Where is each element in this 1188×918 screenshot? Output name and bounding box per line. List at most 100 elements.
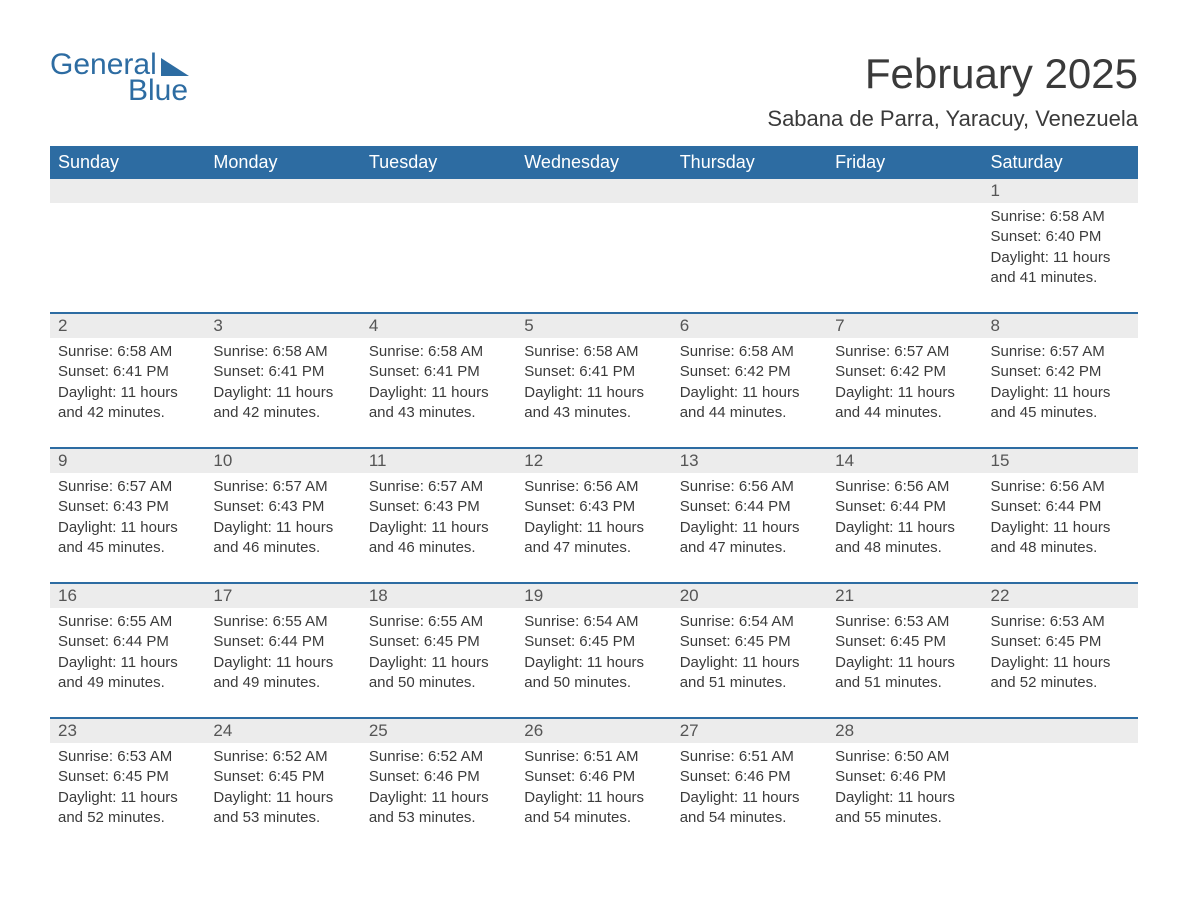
day-number-row: 1 <box>50 179 1138 203</box>
daylight-text: Daylight: 11 hours and 53 minutes. <box>369 788 508 829</box>
sunrise-text: Sunrise: 6:57 AM <box>213 477 352 497</box>
daylight-text: Daylight: 11 hours and 41 minutes. <box>991 248 1130 289</box>
daylight-text: Daylight: 11 hours and 53 minutes. <box>213 788 352 829</box>
day-number-cell: 12 <box>516 448 671 473</box>
day-content-cell: Sunrise: 6:54 AMSunset: 6:45 PMDaylight:… <box>516 608 671 718</box>
day-number-cell: 11 <box>361 448 516 473</box>
daylight-text: Daylight: 11 hours and 54 minutes. <box>680 788 819 829</box>
day-content-cell: Sunrise: 6:53 AMSunset: 6:45 PMDaylight:… <box>983 608 1138 718</box>
sunset-text: Sunset: 6:43 PM <box>369 497 508 517</box>
sunrise-text: Sunrise: 6:57 AM <box>835 342 974 362</box>
daylight-text: Daylight: 11 hours and 52 minutes. <box>991 653 1130 694</box>
day-content-cell: Sunrise: 6:55 AMSunset: 6:45 PMDaylight:… <box>361 608 516 718</box>
sunset-text: Sunset: 6:41 PM <box>58 362 197 382</box>
sunset-text: Sunset: 6:45 PM <box>991 632 1130 652</box>
sunset-text: Sunset: 6:45 PM <box>213 767 352 787</box>
day-number-cell: 14 <box>827 448 982 473</box>
day-content-cell: Sunrise: 6:58 AMSunset: 6:42 PMDaylight:… <box>672 338 827 448</box>
day-number-cell: 1 <box>983 179 1138 203</box>
day-content-cell: Sunrise: 6:55 AMSunset: 6:44 PMDaylight:… <box>205 608 360 718</box>
sunrise-text: Sunrise: 6:53 AM <box>991 612 1130 632</box>
day-number-cell: 26 <box>516 718 671 743</box>
day-number-cell: 13 <box>672 448 827 473</box>
day-content-cell <box>50 203 205 313</box>
sunrise-text: Sunrise: 6:58 AM <box>369 342 508 362</box>
day-content-cell: Sunrise: 6:57 AMSunset: 6:42 PMDaylight:… <box>983 338 1138 448</box>
sunrise-text: Sunrise: 6:56 AM <box>991 477 1130 497</box>
day-content-cell: Sunrise: 6:57 AMSunset: 6:42 PMDaylight:… <box>827 338 982 448</box>
day-number-cell: 8 <box>983 313 1138 338</box>
daylight-text: Daylight: 11 hours and 48 minutes. <box>835 518 974 559</box>
sunrise-text: Sunrise: 6:50 AM <box>835 747 974 767</box>
day-content-cell: Sunrise: 6:58 AMSunset: 6:41 PMDaylight:… <box>50 338 205 448</box>
daylight-text: Daylight: 11 hours and 55 minutes. <box>835 788 974 829</box>
day-content-cell: Sunrise: 6:53 AMSunset: 6:45 PMDaylight:… <box>827 608 982 718</box>
brand-logo: General Blue <box>50 50 189 106</box>
title-block: February 2025 Sabana de Parra, Yaracuy, … <box>767 50 1138 142</box>
sunset-text: Sunset: 6:46 PM <box>680 767 819 787</box>
day-content-cell: Sunrise: 6:51 AMSunset: 6:46 PMDaylight:… <box>516 743 671 853</box>
daylight-text: Daylight: 11 hours and 47 minutes. <box>524 518 663 559</box>
sunrise-text: Sunrise: 6:53 AM <box>58 747 197 767</box>
sunrise-text: Sunrise: 6:56 AM <box>524 477 663 497</box>
day-number-row: 9101112131415 <box>50 448 1138 473</box>
daylight-text: Daylight: 11 hours and 51 minutes. <box>835 653 974 694</box>
day-number-cell: 25 <box>361 718 516 743</box>
sunrise-text: Sunrise: 6:51 AM <box>680 747 819 767</box>
day-number-cell: 10 <box>205 448 360 473</box>
daylight-text: Daylight: 11 hours and 42 minutes. <box>213 383 352 424</box>
sunset-text: Sunset: 6:42 PM <box>680 362 819 382</box>
day-number-cell: 2 <box>50 313 205 338</box>
sunset-text: Sunset: 6:43 PM <box>524 497 663 517</box>
weekday-header: Wednesday <box>516 146 671 179</box>
day-content-cell: Sunrise: 6:57 AMSunset: 6:43 PMDaylight:… <box>361 473 516 583</box>
sunrise-text: Sunrise: 6:51 AM <box>524 747 663 767</box>
day-number-cell <box>205 179 360 203</box>
day-number-row: 2345678 <box>50 313 1138 338</box>
sunrise-text: Sunrise: 6:57 AM <box>991 342 1130 362</box>
day-content-row: Sunrise: 6:53 AMSunset: 6:45 PMDaylight:… <box>50 743 1138 853</box>
day-number-cell <box>50 179 205 203</box>
daylight-text: Daylight: 11 hours and 51 minutes. <box>680 653 819 694</box>
day-content-cell: Sunrise: 6:54 AMSunset: 6:45 PMDaylight:… <box>672 608 827 718</box>
sunset-text: Sunset: 6:45 PM <box>369 632 508 652</box>
sunrise-text: Sunrise: 6:56 AM <box>835 477 974 497</box>
daylight-text: Daylight: 11 hours and 47 minutes. <box>680 518 819 559</box>
day-number-cell: 21 <box>827 583 982 608</box>
weekday-header: Monday <box>205 146 360 179</box>
sunrise-text: Sunrise: 6:55 AM <box>58 612 197 632</box>
day-content-cell: Sunrise: 6:58 AMSunset: 6:41 PMDaylight:… <box>516 338 671 448</box>
daylight-text: Daylight: 11 hours and 42 minutes. <box>58 383 197 424</box>
day-content-cell: Sunrise: 6:50 AMSunset: 6:46 PMDaylight:… <box>827 743 982 853</box>
day-number-cell: 22 <box>983 583 1138 608</box>
day-number-cell: 15 <box>983 448 1138 473</box>
daylight-text: Daylight: 11 hours and 46 minutes. <box>369 518 508 559</box>
sunset-text: Sunset: 6:46 PM <box>524 767 663 787</box>
daylight-text: Daylight: 11 hours and 45 minutes. <box>991 383 1130 424</box>
calendar-table: SundayMondayTuesdayWednesdayThursdayFrid… <box>50 146 1138 853</box>
day-content-cell: Sunrise: 6:57 AMSunset: 6:43 PMDaylight:… <box>205 473 360 583</box>
day-content-cell <box>516 203 671 313</box>
sunset-text: Sunset: 6:46 PM <box>835 767 974 787</box>
page-title: February 2025 <box>767 50 1138 98</box>
sunrise-text: Sunrise: 6:56 AM <box>680 477 819 497</box>
day-number-cell: 3 <box>205 313 360 338</box>
day-number-cell: 18 <box>361 583 516 608</box>
day-content-cell: Sunrise: 6:58 AMSunset: 6:41 PMDaylight:… <box>361 338 516 448</box>
day-content-cell: Sunrise: 6:57 AMSunset: 6:43 PMDaylight:… <box>50 473 205 583</box>
brand-mark-icon <box>161 58 189 76</box>
sunset-text: Sunset: 6:45 PM <box>58 767 197 787</box>
sunrise-text: Sunrise: 6:57 AM <box>58 477 197 497</box>
sunset-text: Sunset: 6:44 PM <box>991 497 1130 517</box>
day-number-cell: 7 <box>827 313 982 338</box>
location-subtitle: Sabana de Parra, Yaracuy, Venezuela <box>767 106 1138 132</box>
day-number-row: 232425262728 <box>50 718 1138 743</box>
day-content-cell: Sunrise: 6:58 AMSunset: 6:40 PMDaylight:… <box>983 203 1138 313</box>
day-number-cell <box>516 179 671 203</box>
brand-word-2: Blue <box>128 76 188 106</box>
sunset-text: Sunset: 6:44 PM <box>680 497 819 517</box>
weekday-header: Friday <box>827 146 982 179</box>
day-number-cell: 23 <box>50 718 205 743</box>
day-content-cell: Sunrise: 6:56 AMSunset: 6:44 PMDaylight:… <box>672 473 827 583</box>
sunrise-text: Sunrise: 6:58 AM <box>58 342 197 362</box>
